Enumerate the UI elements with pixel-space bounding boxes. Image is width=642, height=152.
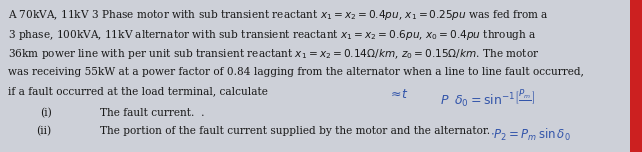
Text: was receiving 55kW at a power factor of 0.84 lagging from the alternator when a : was receiving 55kW at a power factor of … xyxy=(8,67,584,77)
Text: The portion of the fault current supplied by the motor and the alternator.: The portion of the fault current supplie… xyxy=(100,126,490,136)
Bar xyxy=(630,0,642,152)
Text: The fault current.  .: The fault current. . xyxy=(100,108,205,118)
Text: $\cdot P_2 = P_m\,\sin\delta_0$: $\cdot P_2 = P_m\,\sin\delta_0$ xyxy=(490,127,571,143)
Text: 36km power line with per unit sub transient reactant $x_1 = x_2 = 0.14\Omega/km$: 36km power line with per unit sub transi… xyxy=(8,47,539,61)
Text: $\approx\!t$: $\approx\!t$ xyxy=(388,88,408,101)
Text: (ii): (ii) xyxy=(36,126,51,136)
Text: A 70kVA, 11kV 3 Phase motor with sub transient reactant $x_1 = x_2 = 0.4pu$, $\m: A 70kVA, 11kV 3 Phase motor with sub tra… xyxy=(8,8,549,22)
Text: $P\;\;\delta_0 = \sin^{-1}\!\left[\frac{P_m}{\,}\right]$: $P\;\;\delta_0 = \sin^{-1}\!\left[\frac{… xyxy=(440,88,535,109)
Text: (i): (i) xyxy=(40,108,52,118)
Text: 3 phase, 100kVA, 11kV alternator with sub transient reactant $x_1 = x_2 = 0.6pu$: 3 phase, 100kVA, 11kV alternator with su… xyxy=(8,28,537,42)
Text: if a fault occurred at the load terminal, calculate: if a fault occurred at the load terminal… xyxy=(8,86,268,96)
